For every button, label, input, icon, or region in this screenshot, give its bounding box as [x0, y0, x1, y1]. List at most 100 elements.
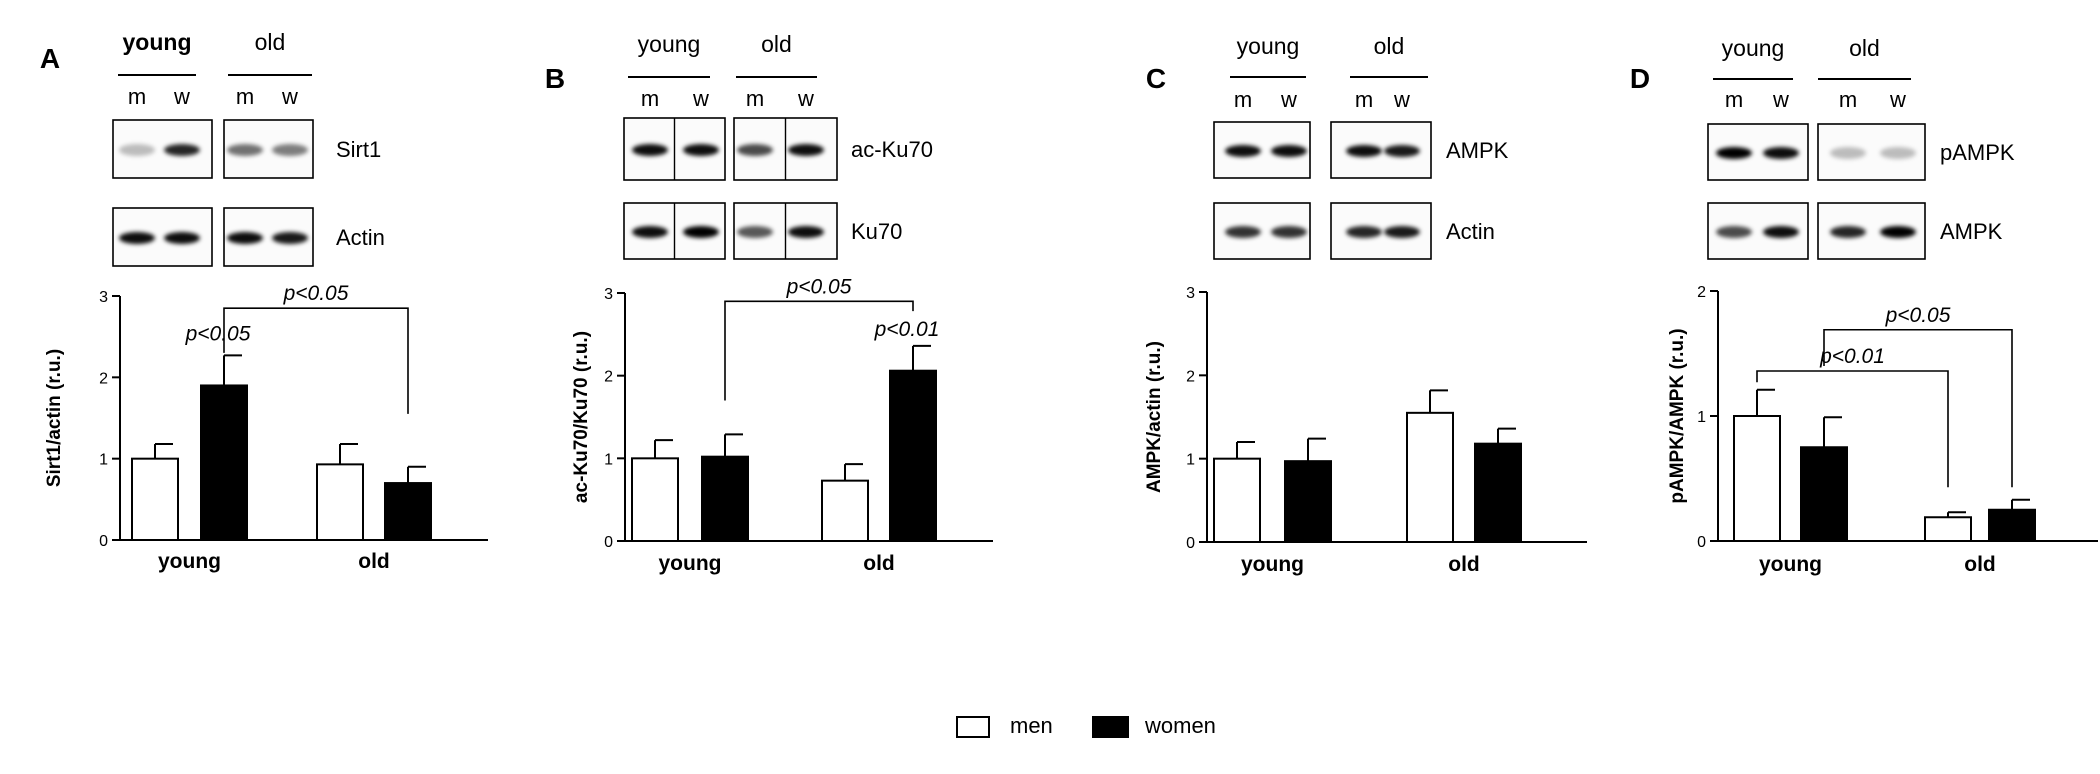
blot-band [1384, 145, 1420, 157]
category-label: old [863, 552, 895, 575]
y-tick-label: 0 [1186, 535, 1195, 552]
category-label: old [1448, 553, 1480, 576]
blot-group-label: old [1374, 33, 1405, 59]
blot-band [632, 144, 668, 156]
blot-band [632, 226, 668, 238]
lane-label: w [692, 86, 709, 111]
blot-band [1716, 147, 1752, 159]
blot-band [683, 144, 719, 156]
p-value-label: p<0.05 [185, 323, 251, 346]
y-axis-label: ac-Ku70/Ku70 (r.u.) [571, 331, 592, 503]
lane-label: w [173, 84, 190, 109]
y-tick-label: 1 [1697, 409, 1706, 426]
blot-band [737, 226, 773, 238]
blot-band [1830, 147, 1866, 159]
y-tick-label: 2 [99, 370, 108, 387]
y-tick-label: 1 [604, 451, 613, 468]
y-tick-label: 1 [99, 452, 108, 469]
blot-group-label: young [1237, 33, 1300, 59]
blot-band [227, 232, 263, 244]
protein-label: AMPK [1940, 219, 2003, 244]
category-label: young [158, 550, 221, 573]
legend-swatch-men [956, 716, 990, 738]
category-label: old [358, 550, 390, 573]
bar-women-young [200, 384, 248, 542]
blot-band [1880, 147, 1916, 159]
p-value-label: p<0.05 [283, 282, 349, 305]
blot-band [1271, 145, 1307, 157]
legend-label-men: men [1010, 713, 1053, 738]
lane-label: m [641, 86, 659, 111]
legend-label-women: women [1144, 713, 1216, 738]
category-label: old [1964, 553, 1996, 576]
blot-band [788, 144, 824, 156]
blot-band [1763, 147, 1799, 159]
bar-men-old [316, 463, 364, 541]
lane-label: w [1393, 87, 1410, 112]
p-value-label: p<0.05 [1885, 304, 1951, 327]
protein-label: Actin [336, 225, 385, 250]
y-tick-label: 2 [1697, 284, 1706, 301]
panel-letter: C [1146, 63, 1166, 94]
bar-women-old [1474, 442, 1522, 543]
legend-swatch-women [1092, 716, 1129, 738]
blot-group-label: old [761, 31, 792, 57]
blot-band [1346, 145, 1382, 157]
bar-men-young [1213, 457, 1261, 543]
lane-label: m [236, 84, 254, 109]
bar-men-young [631, 457, 679, 543]
blot-band [119, 144, 155, 156]
bar-men-old [1924, 516, 1972, 542]
lane-label: m [1355, 87, 1373, 112]
y-tick-label: 2 [1186, 368, 1195, 385]
blot-band [164, 232, 200, 244]
blot-band [1830, 226, 1866, 238]
y-tick-label: 0 [99, 533, 108, 550]
y-tick-label: 2 [604, 369, 613, 386]
protein-label: AMPK [1446, 138, 1509, 163]
blot-band [788, 226, 824, 238]
lane-label: w [797, 86, 814, 111]
protein-label: Actin [1446, 219, 1495, 244]
bar-men-old [821, 479, 869, 542]
blot-band [1384, 226, 1420, 238]
legend: men women [956, 713, 1216, 738]
bar-women-young [1284, 460, 1332, 543]
blot-group-label: old [1849, 35, 1880, 61]
blot-group-label: old [255, 29, 286, 55]
significance-bracket [223, 307, 409, 414]
blot-group-label: young [1722, 35, 1785, 61]
lane-label: m [128, 84, 146, 109]
lane-label: w [1889, 87, 1906, 112]
significance-bracket [1756, 370, 1949, 488]
y-tick-label: 3 [1186, 285, 1195, 302]
lane-label: w [1280, 87, 1297, 112]
y-tick-label: 0 [604, 534, 613, 551]
protein-label: pAMPK [1940, 140, 2015, 165]
bar-women-old [1988, 508, 2036, 542]
bar-women-old [384, 482, 432, 542]
p-value-label: p<0.05 [786, 275, 852, 298]
significance-bracket [1823, 328, 2013, 488]
panel-letter: D [1630, 63, 1650, 94]
bar-women-old [889, 369, 937, 542]
blot-group-label: young [638, 31, 701, 57]
bar-men-old [1406, 411, 1454, 544]
blot-band [119, 232, 155, 244]
p-value-label: p<0.01 [1819, 345, 1885, 368]
blot-band [164, 144, 200, 156]
bar-women-young [701, 455, 749, 542]
lane-label: m [1234, 87, 1252, 112]
significance-bracket [724, 300, 914, 401]
lane-label: m [746, 86, 764, 111]
y-tick-label: 0 [1697, 534, 1706, 551]
lane-label: w [1772, 87, 1789, 112]
blot-band [1346, 226, 1382, 238]
y-axis-label: Sirt1/actin (r.u.) [44, 349, 65, 487]
blot-band [1716, 226, 1752, 238]
blot-band [272, 144, 308, 156]
lane-label: m [1725, 87, 1743, 112]
